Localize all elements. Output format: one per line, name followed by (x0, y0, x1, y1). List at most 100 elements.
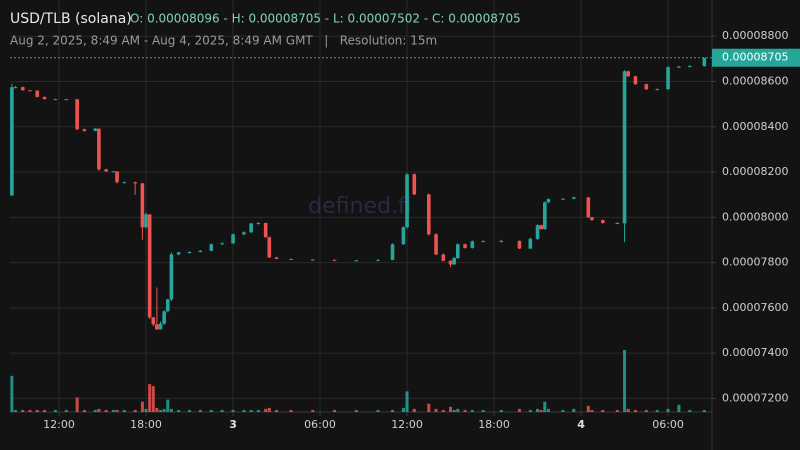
candle-body (169, 254, 174, 300)
volume-bar (43, 409, 47, 412)
volume-bar (133, 409, 137, 412)
candle-body (162, 311, 166, 324)
candle-body (198, 250, 203, 252)
candle-body (93, 128, 98, 131)
volume-bar (267, 407, 271, 412)
volume-bar (169, 408, 173, 412)
volume-bar (97, 408, 101, 412)
volume-bar (354, 409, 358, 412)
candle-body (151, 317, 156, 325)
candle-body (434, 234, 438, 255)
volume-bar (412, 408, 416, 412)
volume-bar (626, 408, 630, 412)
candle-body (144, 214, 148, 228)
candle-body (111, 171, 116, 173)
volume-bar (441, 409, 445, 412)
candle-body (35, 90, 40, 97)
volume-bar (220, 409, 224, 412)
candle-body (267, 237, 272, 258)
candle-body (405, 174, 409, 228)
volume-bar (528, 409, 532, 412)
candle-body (517, 240, 522, 249)
candle-body (633, 76, 638, 85)
volume-bar (64, 409, 68, 412)
candle-body (452, 258, 456, 265)
candle-body (354, 260, 359, 262)
candle-body (655, 89, 659, 91)
y-tick-label: 0.00008800 (722, 29, 788, 42)
candle-body (412, 174, 417, 195)
x-tick-label: 06:00 (304, 418, 336, 431)
candle-body (53, 99, 58, 101)
candle-body (615, 222, 620, 224)
chart-subtitle: Aug 2, 2025, 8:49 AM - Aug 4, 2025, 8:49… (10, 34, 437, 48)
candle-body (187, 251, 192, 253)
candle-body (242, 232, 246, 235)
candle-body (140, 183, 145, 228)
candle-body (546, 199, 551, 203)
volume-bar (655, 409, 659, 412)
candle-body (176, 252, 181, 255)
candle-body (249, 223, 253, 233)
candle-body (256, 222, 261, 224)
candle-body (104, 169, 108, 172)
candle-body (209, 244, 214, 251)
candle-body (289, 258, 293, 260)
volume-bar (517, 408, 521, 412)
volume-bar (470, 409, 474, 412)
volume-bar (633, 409, 637, 412)
y-tick-label: 0.00007600 (722, 301, 788, 314)
volume-bar (434, 408, 438, 412)
candle-body (586, 197, 591, 218)
candle-body (10, 87, 14, 196)
y-tick-label: 0.00007800 (722, 256, 788, 269)
y-tick-label: 0.00008600 (722, 74, 788, 87)
volume-bar (35, 409, 39, 412)
candle-body (155, 324, 159, 330)
volume-bar (536, 408, 540, 412)
x-tick-label: 3 (229, 418, 237, 431)
volume-bar (572, 408, 576, 412)
candle-body (231, 234, 235, 244)
chart-title: USD/TLB (solana) (10, 11, 132, 27)
candle-body (499, 240, 504, 242)
volume-bar (666, 408, 670, 412)
candle-body (688, 66, 692, 68)
candle-body (463, 244, 467, 248)
volume-bar (499, 409, 503, 412)
volume-bar (122, 409, 126, 412)
volume-bar (166, 399, 170, 412)
candle-body (543, 202, 547, 230)
volume-bar (427, 403, 431, 412)
y-tick-label: 0.00007200 (722, 391, 788, 404)
x-tick-label: 18:00 (478, 418, 510, 431)
candle-body (470, 241, 475, 248)
x-tick-label: 18:00 (130, 418, 162, 431)
candle-body (539, 225, 543, 230)
volume-bar (115, 409, 119, 412)
volume-bar (401, 407, 405, 412)
volume-bar (10, 375, 14, 412)
candle-body (115, 171, 119, 183)
volume-bar (144, 408, 148, 412)
candle-body (448, 260, 453, 265)
candle-body (13, 87, 18, 89)
volume-bar (256, 409, 260, 412)
volume-bar (14, 409, 18, 412)
candle-body (75, 99, 79, 130)
candle-body (376, 259, 380, 261)
candle-body (426, 194, 431, 235)
candle-body (455, 244, 460, 259)
candle-body (390, 244, 395, 260)
volume-bar (463, 409, 467, 412)
candle-body (220, 243, 224, 245)
candle-body (590, 217, 594, 221)
candle-body (133, 182, 137, 184)
volume-bar (104, 409, 108, 412)
volume-bar (198, 409, 202, 412)
volume-bar (148, 384, 152, 412)
last-price-label: 0.00008705 (722, 51, 788, 64)
last-price-tag (712, 48, 800, 67)
y-tick-label: 0.00008200 (722, 165, 788, 178)
